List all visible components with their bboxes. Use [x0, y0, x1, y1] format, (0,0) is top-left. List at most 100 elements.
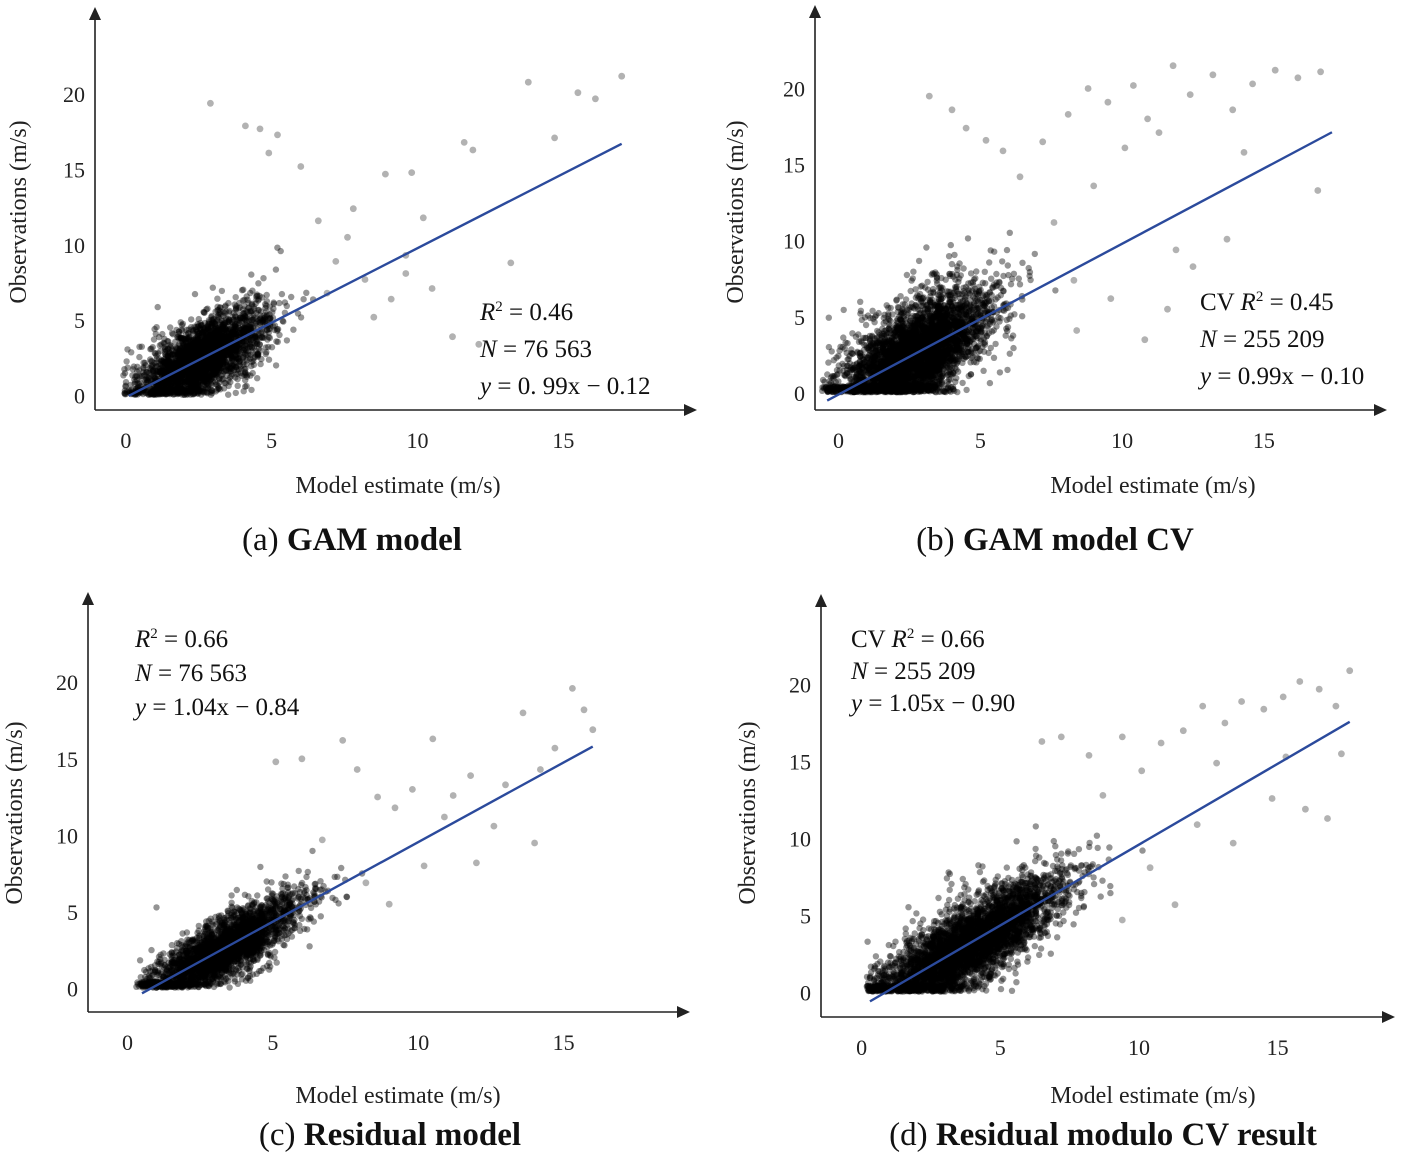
- chart-a-point: [244, 308, 251, 316]
- chart-a-point: [222, 302, 229, 309]
- chart-b-point: [986, 379, 994, 387]
- chart-a-point: [159, 360, 166, 367]
- chart-a-point: [242, 383, 249, 390]
- chart-a-point: [165, 338, 172, 345]
- chart-a-point: [255, 330, 262, 337]
- chart-a-point: [171, 351, 179, 358]
- chart-a-point: [221, 352, 228, 359]
- chart-a-point: [192, 352, 199, 360]
- chart-a-point: [194, 375, 201, 382]
- chart-a-point: [244, 325, 251, 333]
- chart-a-point: [200, 386, 207, 393]
- chart-a-point: [235, 329, 242, 336]
- chart-a-point: [127, 387, 134, 395]
- chart-a-point: [189, 363, 196, 371]
- chart-a-point: [177, 389, 184, 396]
- chart-a-point: [201, 343, 208, 350]
- chart-a-point: [249, 316, 256, 324]
- chart-a-point: [164, 352, 172, 360]
- chart-a-point: [196, 351, 203, 358]
- chart-a-point: [267, 314, 274, 322]
- chart-a-point: [219, 308, 227, 316]
- chart-a-point: [153, 387, 161, 394]
- chart-a-point: [219, 350, 226, 357]
- chart-a-x-tick: 0: [120, 428, 131, 453]
- chart-a-point: [186, 386, 193, 394]
- chart-a-point: [259, 317, 267, 324]
- chart-a-point: [236, 316, 243, 324]
- chart-a-point: [214, 386, 221, 393]
- chart-a-point: [189, 340, 196, 347]
- chart-a-point: [161, 359, 168, 366]
- chart-a-point: [254, 350, 261, 357]
- chart-a-point: [206, 358, 214, 365]
- chart-a-point: [182, 339, 189, 346]
- chart-a-point: [193, 371, 200, 379]
- chart-a-point: [219, 349, 227, 356]
- chart-a-point: [204, 390, 211, 397]
- chart-a-point: [212, 360, 219, 368]
- chart-a-point: [190, 379, 198, 386]
- chart-a-point: [183, 389, 190, 397]
- chart-a-point: [170, 375, 177, 383]
- chart-a-point: [249, 287, 256, 294]
- chart-a-point: [186, 354, 193, 361]
- chart-a-point: [175, 371, 182, 378]
- chart-a-point: [250, 361, 258, 368]
- chart-a-point: [221, 321, 228, 328]
- chart-a-point: [186, 388, 193, 395]
- chart-a-point: [189, 375, 196, 382]
- chart-a-point: [152, 391, 160, 398]
- chart-a-point: [177, 356, 184, 363]
- chart-a-point: [223, 335, 230, 343]
- chart-a-point: [257, 314, 264, 322]
- chart-a-point: [183, 385, 190, 393]
- chart-a-point: [233, 354, 240, 361]
- chart-a-point: [191, 342, 198, 349]
- chart-a-point: [205, 356, 213, 363]
- chart-a-point: [158, 371, 166, 378]
- chart-a-point: [222, 331, 229, 338]
- chart-a-point: [138, 373, 146, 380]
- chart-a-point: [172, 346, 180, 353]
- chart-a-point: [209, 340, 216, 347]
- chart-a-point: [254, 353, 261, 360]
- chart-a-point: [198, 370, 205, 377]
- chart-a-point: [195, 336, 202, 343]
- chart-a-point: [223, 323, 230, 330]
- chart-a-point: [179, 343, 186, 350]
- chart-a-point: [208, 362, 215, 369]
- chart-a-point: [172, 376, 180, 384]
- chart-a-point: [206, 373, 213, 380]
- chart-a-point: [121, 389, 128, 397]
- chart-a-point: [203, 335, 210, 342]
- chart-a-point: [199, 377, 207, 384]
- chart-a-point: [283, 302, 290, 310]
- chart-a-point: [165, 376, 172, 383]
- chart-a-point: [194, 350, 201, 357]
- chart-a-point: [121, 390, 128, 397]
- chart-a-point: [191, 290, 199, 298]
- chart-a-point: [215, 361, 223, 368]
- chart-a-point: [218, 317, 225, 324]
- chart-a-point: [187, 338, 195, 345]
- chart-a-point: [164, 357, 172, 364]
- chart-a-point: [165, 358, 173, 365]
- chart-a-point: [204, 334, 211, 342]
- chart-a-point: [180, 348, 188, 355]
- chart-a-point: [211, 341, 219, 348]
- chart-a-point: [179, 387, 186, 394]
- chart-a-point: [178, 351, 185, 358]
- chart-a-point: [203, 325, 210, 332]
- chart-a-point: [263, 291, 270, 299]
- chart-a-outlier-point: [408, 169, 416, 177]
- chart-a-point: [179, 372, 186, 380]
- chart-a-point: [228, 372, 235, 380]
- chart-a-point: [221, 353, 228, 360]
- chart-a-point: [189, 374, 196, 381]
- chart-a-point: [221, 334, 229, 341]
- chart-a-point: [239, 310, 247, 317]
- chart-a-point: [162, 368, 169, 376]
- chart-a-point: [262, 331, 269, 338]
